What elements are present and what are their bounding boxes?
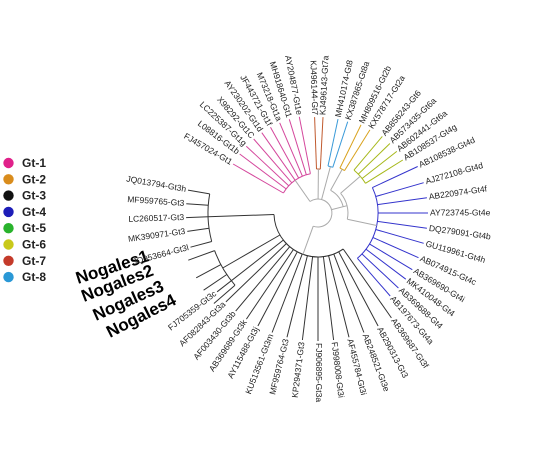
gt4-leaf-branch <box>376 230 424 244</box>
gt7-leaf-branch <box>320 117 323 169</box>
gt3r-leaf-label: KP294371-Gt3 <box>290 341 307 398</box>
legend-label: Gt-5 <box>22 221 46 235</box>
root-arc <box>310 199 332 227</box>
gt4-leaf-branch <box>373 237 419 257</box>
gt7-leaf-label: KJ496143-Gt7a <box>317 55 330 115</box>
legend-swatch <box>3 239 13 249</box>
gt3l-arc <box>208 194 212 242</box>
gt1-leaf-branch <box>299 117 310 174</box>
gt3l-leaf-branch <box>191 242 212 248</box>
legend-label: Gt-1 <box>22 156 46 170</box>
gt3l-leaf-branch <box>186 217 208 218</box>
legend-swatch <box>3 223 13 233</box>
gt3l-leaf-label: MK390971-Gt3 <box>127 226 186 244</box>
gt4-leaf-branch <box>377 198 427 205</box>
gt1-leaf-branch <box>246 146 288 186</box>
gt1-stem <box>295 180 310 201</box>
gt4-leaf-label: AB220974-Gt4f <box>428 183 488 201</box>
gt1-leaf-branch <box>254 139 292 183</box>
legend-label: Gt-6 <box>22 238 46 252</box>
legend-label: Gt-7 <box>22 254 46 268</box>
gt4-leaf-label: AY723745-Gt4e <box>430 207 491 217</box>
gt8-leaf-branch <box>333 122 348 168</box>
gt3r-leaf-label: FJ998008-Gt3i <box>330 341 347 398</box>
nogales-leaf-branch <box>188 251 214 261</box>
gt3-main-arc <box>274 215 343 257</box>
nogales-stem <box>223 235 280 268</box>
gt3l-leaf-branch <box>188 190 210 194</box>
legend-label: Gt-2 <box>22 172 46 186</box>
gt4-leaf-label: DQ279091-Gt4b <box>428 223 491 242</box>
gt3l-stem <box>208 215 274 217</box>
leaf-labels: AY204877-Gt1eMH918640-Gt1M73218-Gt1aJF44… <box>73 54 491 402</box>
gt8-stem <box>322 167 331 200</box>
gt6-stem <box>341 176 361 193</box>
gt4-leaf-branch <box>377 221 427 228</box>
gt3r-leaf-label: FJ906895-Gt3a <box>314 343 324 402</box>
nogales-leaf-branch <box>214 285 235 303</box>
gt4-leaf-branch <box>372 167 417 188</box>
legend-label: Gt-4 <box>22 205 46 219</box>
gt8-leaf-branch <box>328 119 338 166</box>
gt46-stem <box>332 206 348 210</box>
legend: Gt-1 Gt-2 Gt-3 Gt-4 Gt-5 Gt-6 Gt-7 Gt-8 <box>3 156 46 284</box>
gt4-stem <box>347 219 376 225</box>
gt3-stem <box>303 226 313 254</box>
gt3l-leaf-branch <box>187 228 209 231</box>
legend-swatch <box>3 272 13 282</box>
gt1-leaf-branch <box>262 133 295 181</box>
legend-swatch <box>3 158 13 168</box>
gt7-leaf-branch <box>315 117 317 169</box>
legend-swatch <box>3 207 13 217</box>
legend-swatch <box>3 256 13 266</box>
gt3r-leaf-branch <box>258 252 297 326</box>
nogales-leaf-branch <box>204 275 227 291</box>
legend-swatch <box>3 174 13 184</box>
gt3l-leaf-label: JQ953664-Gt3l <box>131 242 189 267</box>
nogales-leaf-branch <box>196 265 221 278</box>
legend-label: Gt-3 <box>22 189 46 203</box>
gt3l-leaf-label: LC260517-Gt3 <box>128 212 184 224</box>
gt3l-leaf-label: MF959765-Gt3 <box>127 194 185 208</box>
gt3l-leaf-branch <box>186 204 208 206</box>
legend-label: Gt-8 <box>22 270 46 284</box>
gt2-stem <box>331 169 343 190</box>
gt4-leaf-branch <box>376 183 424 197</box>
legend-swatch <box>3 190 13 200</box>
gt3l-leaf-label: JQ013794-Gt3h <box>126 174 188 194</box>
